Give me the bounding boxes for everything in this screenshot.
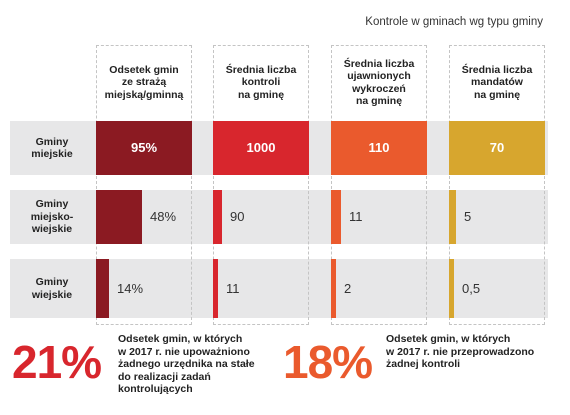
data-label: 2 [344,280,352,296]
bar [449,259,454,318]
data-label: 95% [130,140,158,155]
callout-1-text: Odsetek gmin, w których w 2017 r. nie up… [118,333,255,395]
data-label: 48% [150,209,177,224]
row-label: Gminy miejsko- wiejskie [10,190,94,244]
data-label: 70 [489,140,505,155]
bar [213,190,222,244]
bar [96,259,109,318]
row-label-text: Gminy miejskie [31,135,73,161]
row-label: Gminy wiejskie [10,259,94,318]
data-label: 110 [368,140,390,155]
data-label: 5 [464,209,472,224]
column-header-label: Średnia liczba mandatów na gminę [461,63,533,101]
data-label: 14% [117,280,144,296]
column-frame [449,45,545,325]
bar [331,259,336,318]
bar [213,259,218,318]
bar [213,121,309,175]
data-label: 11 [349,209,363,224]
column-frame [96,45,192,325]
bar [96,190,142,244]
bar [449,190,456,244]
column-header-label: Średnia liczba ujawnionych wykroczeń na … [343,57,415,108]
chart-title: Kontrole w gminach wg typu gminy [365,16,543,28]
column-header: Średnia liczba kontroli na gminę [213,45,309,120]
column-frame [213,45,309,325]
bar [331,190,341,244]
callout-2-number: 18% [283,336,373,388]
column-header-label: Odsetek gmin ze strażą miejską/gminną [104,63,184,101]
row-label: Gminy miejskie [10,121,94,175]
column-header: Średnia liczba mandatów na gminę [449,45,545,120]
data-label: 0,5 [462,280,481,296]
data-label: 90 [230,209,245,224]
column-header: Średnia liczba ujawnionych wykroczeń na … [331,45,427,120]
column-frame [331,45,427,325]
column-header: Odsetek gmin ze strażą miejską/gminną [96,45,192,120]
row-label-text: Gminy miejsko- wiejskie [30,198,74,236]
bar [96,121,192,175]
column-header-label: Średnia liczba kontroli na gminę [225,63,297,101]
callout-2-text: Odsetek gmin, w których w 2017 r. nie pr… [386,333,535,370]
bar [331,121,427,175]
data-label: 1000 [246,140,276,155]
row-label-text: Gminy wiejskie [31,276,73,301]
bar [449,121,545,175]
data-label: 11 [226,280,240,296]
callout-1-number: 21% [12,336,102,388]
